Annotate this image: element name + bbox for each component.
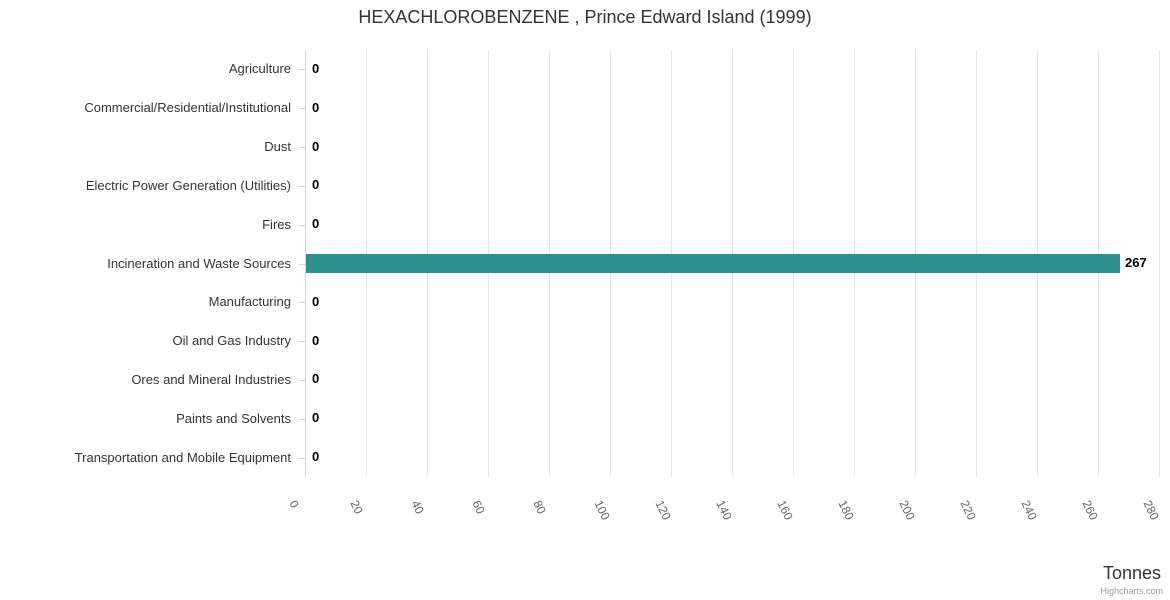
category-tick bbox=[299, 458, 305, 459]
x-tick-label: 220 bbox=[957, 498, 979, 523]
category-tick bbox=[299, 147, 305, 148]
data-label: 0 bbox=[312, 60, 320, 76]
x-tick-label: 160 bbox=[774, 498, 796, 523]
data-label: 0 bbox=[312, 371, 320, 387]
category-axis-line bbox=[305, 50, 306, 477]
category-tick bbox=[299, 380, 305, 381]
data-label: 0 bbox=[312, 99, 320, 115]
category-label: Commercial/Residential/Institutional bbox=[84, 100, 291, 116]
category-label: Oil and Gas Industry bbox=[172, 333, 292, 349]
data-label: 0 bbox=[312, 449, 320, 465]
data-label: 267 bbox=[1125, 255, 1147, 270]
highcharts-credit-link[interactable]: Highcharts.com bbox=[1100, 586, 1163, 596]
category-label: Dust bbox=[264, 139, 291, 155]
category-label: Ores and Mineral Industries bbox=[131, 371, 291, 387]
x-tick-label: 200 bbox=[896, 498, 918, 523]
value-axis-title: Tonnes bbox=[1102, 563, 1161, 583]
category-tick bbox=[299, 186, 305, 187]
category-label: Manufacturing bbox=[208, 294, 291, 310]
category-tick bbox=[299, 108, 305, 109]
category-label: Electric Power Generation (Utilities) bbox=[85, 177, 291, 193]
x-tick-label: 20 bbox=[347, 498, 366, 517]
x-tick-label: 0 bbox=[286, 498, 302, 511]
category-tick bbox=[299, 302, 305, 303]
x-tick-label: 100 bbox=[591, 498, 613, 523]
x-tick-label: 240 bbox=[1018, 498, 1040, 523]
x-tick-label: 140 bbox=[713, 498, 735, 523]
category-label: Transportation and Mobile Equipment bbox=[74, 449, 291, 465]
x-tick-label: 60 bbox=[469, 498, 488, 517]
x-tick-label: 180 bbox=[835, 498, 857, 523]
x-tick-label: 120 bbox=[652, 498, 674, 523]
x-tick-label: 280 bbox=[1140, 498, 1162, 523]
category-tick bbox=[299, 225, 305, 226]
x-tick-label: 40 bbox=[408, 498, 427, 517]
chart-title: HEXACHLOROBENZENE , Prince Edward Island… bbox=[358, 7, 812, 27]
data-label: 0 bbox=[312, 177, 320, 193]
data-label: 0 bbox=[312, 138, 320, 154]
bar[interactable] bbox=[306, 254, 1120, 273]
category-label: Incineration and Waste Sources bbox=[107, 255, 291, 271]
data-label: 0 bbox=[312, 293, 320, 309]
category-tick bbox=[299, 419, 305, 420]
grid-line bbox=[1159, 50, 1160, 477]
category-label: Agriculture bbox=[228, 61, 291, 77]
category-label: Paints and Solvents bbox=[176, 410, 291, 426]
data-label: 0 bbox=[312, 410, 320, 426]
data-label: 0 bbox=[312, 332, 320, 348]
category-tick bbox=[299, 264, 305, 265]
data-label: 0 bbox=[312, 216, 320, 232]
category-label: Fires bbox=[262, 216, 291, 232]
x-tick-label: 260 bbox=[1079, 498, 1101, 523]
category-tick bbox=[299, 69, 305, 70]
category-tick bbox=[299, 341, 305, 342]
x-tick-label: 80 bbox=[530, 498, 549, 517]
